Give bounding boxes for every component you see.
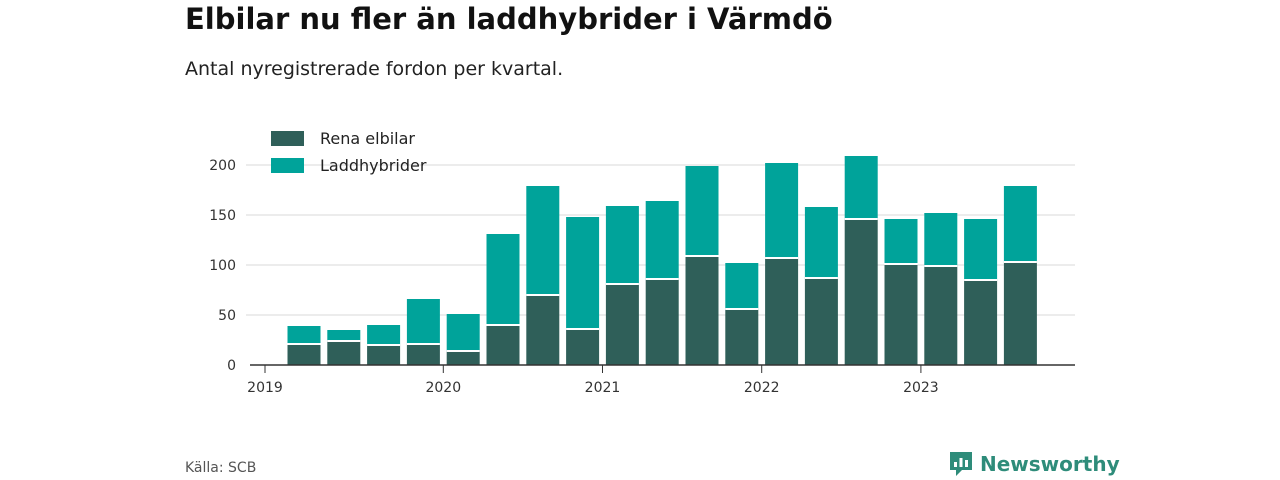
newsworthy-logo[interactable]: Newsworthy [948, 450, 1120, 478]
bar-rena-elbilar [486, 325, 520, 365]
legend: Rena elbilar Laddhybrider [271, 129, 427, 175]
bar-laddhybrider [486, 234, 520, 325]
bar-rena-elbilar [287, 344, 321, 365]
y-tick-label: 100 [209, 258, 236, 274]
bar-rena-elbilar [884, 264, 918, 365]
bar-laddhybrider [526, 186, 560, 295]
bar-rena-elbilar [685, 256, 719, 365]
bar-laddhybrider [964, 219, 998, 280]
bar-rena-elbilar [924, 266, 958, 365]
bars [287, 156, 1037, 365]
bar-laddhybrider [884, 219, 918, 264]
bar-laddhybrider [406, 299, 440, 344]
bar-laddhybrider [446, 314, 480, 351]
bar-rena-elbilar [1003, 262, 1037, 365]
bar-laddhybrider [804, 207, 838, 278]
bar-rena-elbilar [566, 329, 600, 365]
axes: 0 50 100 150 200 2019 2020 2021 2022 2023 [209, 158, 1075, 396]
bar-laddhybrider [605, 206, 639, 284]
bar-rena-elbilar [406, 344, 440, 365]
x-tick-label: 2023 [903, 380, 939, 396]
stacked-bar-chart: 0 50 100 150 200 2019 2020 2021 2022 2023 Rena el… [209, 129, 1075, 396]
legend-label: Rena elbilar [320, 129, 415, 148]
legend-swatch [271, 131, 304, 146]
bar-rena-elbilar [645, 279, 679, 365]
bar-rena-elbilar [844, 219, 878, 365]
bar-rena-elbilar [327, 341, 361, 365]
bar-laddhybrider [685, 166, 719, 256]
bar-laddhybrider [725, 263, 759, 309]
bar-rena-elbilar [804, 278, 838, 365]
x-tick-label: 2020 [425, 380, 461, 396]
source-note: Källa: SCB [185, 460, 257, 476]
newsworthy-logo-icon [950, 452, 972, 476]
y-tick-label: 0 [227, 358, 236, 374]
x-tick-label: 2019 [247, 380, 283, 396]
legend-swatch [271, 158, 304, 173]
x-tick-label: 2022 [744, 380, 780, 396]
bar-rena-elbilar [446, 351, 480, 365]
y-tick-label: 150 [209, 208, 236, 224]
y-tick-label: 50 [218, 308, 236, 324]
y-tick-label: 200 [209, 158, 236, 174]
newsworthy-logo-text: Newsworthy [980, 452, 1120, 476]
bar-rena-elbilar [725, 309, 759, 365]
x-tick-label: 2021 [585, 380, 621, 396]
bar-rena-elbilar [964, 280, 998, 365]
bar-laddhybrider [327, 330, 361, 341]
bar-rena-elbilar [765, 258, 799, 365]
bar-laddhybrider [645, 201, 679, 279]
bar-laddhybrider [566, 217, 600, 329]
legend-label: Laddhybrider [320, 156, 427, 175]
bar-laddhybrider [367, 325, 401, 345]
bar-laddhybrider [765, 163, 799, 258]
bar-laddhybrider [924, 213, 958, 266]
bar-laddhybrider [1003, 186, 1037, 262]
chart-subtitle: Antal nyregistrerade fordon per kvartal. [185, 58, 564, 80]
chart-title: Elbilar nu fler än laddhybrider i Värmdö [185, 2, 833, 36]
bar-laddhybrider [844, 156, 878, 219]
bar-rena-elbilar [367, 345, 401, 365]
bar-rena-elbilar [526, 295, 560, 365]
bar-rena-elbilar [605, 284, 639, 365]
bar-laddhybrider [287, 326, 321, 344]
